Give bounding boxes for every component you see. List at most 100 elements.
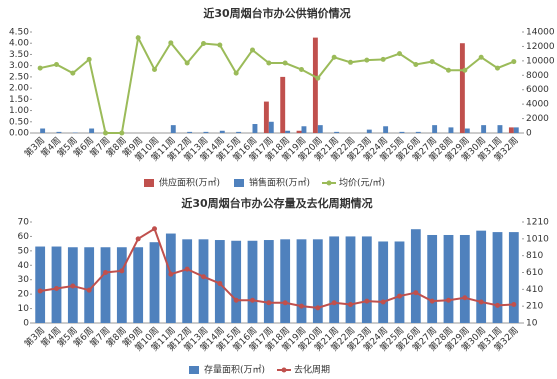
bar (383, 126, 389, 133)
bar (268, 121, 274, 133)
marker (266, 60, 272, 66)
bar (361, 236, 372, 323)
marker (217, 280, 223, 286)
y2-tick-label: 1010 (526, 234, 549, 244)
marker (299, 303, 304, 309)
marker (233, 297, 239, 303)
marker (348, 59, 353, 65)
marker (250, 47, 255, 53)
y2-tick-label: 410 (526, 285, 543, 295)
bar (263, 240, 274, 323)
legend-label: 供应面积(万㎡) (159, 177, 220, 189)
bar (345, 236, 356, 323)
y-tick-label: 0.50 (9, 117, 29, 127)
bar (40, 128, 46, 133)
marker (429, 298, 435, 304)
legend-label: 存量面积(万㎡) (204, 364, 265, 376)
bar (399, 131, 405, 133)
legend-swatch (234, 179, 244, 187)
legend-swatch (144, 179, 154, 187)
y2-tick-label: 810 (526, 251, 543, 261)
y2-tick-label: 8000 (526, 71, 549, 81)
y-tick-label: 30 (18, 275, 30, 285)
marker (119, 268, 125, 274)
y-tick-label: 4.00 (9, 39, 29, 49)
marker (478, 299, 484, 305)
bar (170, 125, 176, 133)
marker (446, 67, 451, 73)
marker (70, 70, 76, 76)
bar (448, 127, 454, 133)
bar (508, 127, 514, 133)
bar (84, 247, 95, 323)
marker (201, 274, 206, 280)
marker (429, 59, 435, 65)
marker (54, 61, 59, 67)
y2-tick-label: 1210 (526, 218, 549, 228)
marker (135, 236, 141, 242)
y-tick-label: 3.00 (9, 61, 29, 71)
bar (252, 124, 258, 133)
marker (380, 299, 386, 305)
y-tick-label: 3.50 (9, 50, 29, 60)
y2-tick-label: 14000 (526, 28, 555, 38)
marker (364, 57, 370, 63)
marker (413, 290, 419, 296)
marker (462, 67, 468, 73)
bar (187, 131, 193, 133)
marker (266, 300, 272, 306)
bar (89, 128, 95, 133)
chart-title: 近30周烟台市办公供销价情况 (203, 6, 350, 20)
bar (149, 242, 160, 323)
marker (511, 59, 517, 65)
bar (508, 232, 519, 323)
y2-tick-label: 0 (526, 129, 532, 139)
bar (415, 131, 421, 133)
y-tick-label: 0 (23, 319, 29, 329)
marker (397, 293, 402, 299)
bar (394, 241, 405, 323)
marker (152, 226, 157, 232)
bar (198, 239, 209, 323)
bar (116, 247, 127, 323)
bar (513, 127, 519, 133)
marker (184, 60, 190, 66)
y2-tick-label: 12000 (526, 42, 555, 52)
marker (37, 65, 43, 71)
bar (476, 230, 487, 323)
marker (70, 283, 76, 289)
marker (217, 42, 223, 48)
marker (331, 300, 337, 306)
marker (250, 297, 255, 303)
legend-swatch (189, 366, 199, 374)
y-tick-label: 20 (18, 290, 30, 300)
bar (236, 131, 242, 133)
line (39, 34, 515, 134)
bar (329, 236, 340, 323)
legend-label: 均价(元/㎡) (339, 177, 385, 189)
bar (35, 246, 46, 323)
bar (432, 125, 438, 133)
y-tick-label: 50 (18, 246, 30, 256)
bar (427, 234, 438, 323)
y-tick-label: 4.50 (9, 28, 29, 38)
bar (231, 240, 242, 323)
bar (443, 234, 454, 323)
legend-marker (326, 180, 332, 186)
y-tick-label: 2.50 (9, 72, 29, 82)
legend-label: 销售面积(万㎡) (249, 177, 310, 189)
marker (511, 301, 517, 307)
bar (378, 241, 389, 323)
bar (317, 125, 323, 133)
y2-tick-label: 10 (526, 319, 538, 329)
marker (86, 56, 92, 62)
bar (133, 247, 144, 323)
legend-marker (281, 367, 287, 373)
y-tick-label: 70 (18, 218, 30, 228)
y-tick-label: 40 (18, 261, 30, 271)
y2-tick-label: 210 (526, 302, 543, 312)
marker (184, 266, 190, 272)
bar (492, 232, 503, 323)
marker (135, 35, 141, 41)
